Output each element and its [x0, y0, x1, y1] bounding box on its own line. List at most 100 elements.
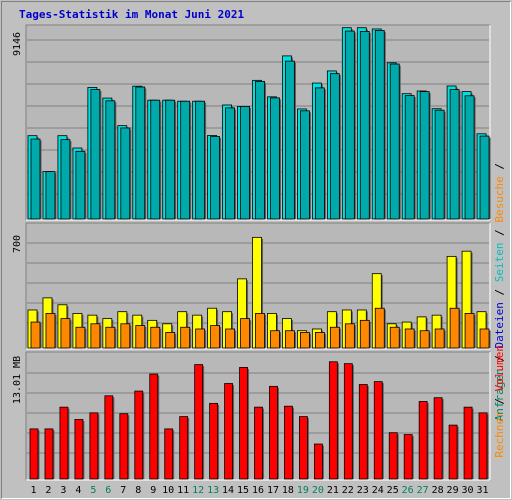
bar-dateien-day-13: [210, 136, 221, 220]
bar-dateien-day-9: [150, 99, 161, 220]
bar-besuche-day-11: [180, 326, 191, 349]
x-tick-label: 28: [432, 485, 444, 496]
bar-besuche-day-12: [195, 328, 206, 349]
bar-dateien-day-6: [105, 100, 116, 220]
bar-besuche-day-19: [300, 332, 310, 349]
x-tick-label: 6: [105, 485, 111, 496]
bar-volumen-day-13: [209, 402, 219, 480]
bar-besuche-day-14: [225, 328, 235, 349]
bar-dateien-day-21: [329, 73, 340, 220]
legend-entry: Dateien: [493, 302, 506, 348]
y-max-label: 9146: [12, 32, 23, 56]
x-tick-label: 2: [45, 485, 51, 496]
y-max-label: 700: [12, 235, 23, 253]
bar-dateien-day-14: [225, 107, 235, 220]
bar-besuche-day-28: [434, 328, 445, 349]
bar-dateien-day-16: [255, 80, 265, 220]
x-tick-label: 26: [402, 485, 414, 496]
bar-dateien-day-25: [389, 63, 400, 220]
legend-entry: /: [493, 391, 506, 411]
bar-dateien-day-12: [195, 100, 206, 220]
bar-dateien-day-27: [419, 91, 430, 220]
bar-dateien-day-15: [240, 106, 250, 220]
bar-besuche-day-4: [75, 326, 86, 349]
bar-volumen-day-17: [269, 385, 278, 480]
bar-dateien-day-3: [60, 139, 71, 220]
bar-dateien-day-11: [180, 100, 191, 220]
y-max-label: 13.01 MB: [12, 356, 23, 404]
bar-besuche-day-18: [285, 330, 295, 349]
legend-entry: /: [493, 348, 506, 368]
chart-title: Tages-Statistik im Monat Juni 2021: [19, 8, 245, 21]
bar-dateien-day-31: [479, 135, 490, 220]
bar-volumen-day-25: [388, 432, 398, 480]
legend-entry: Besuche: [493, 176, 506, 222]
bar-besuche-day-27: [419, 330, 430, 349]
bar-dateien-day-4: [75, 150, 86, 220]
bar-besuche-day-13: [210, 325, 221, 349]
bar-dateien-day-26: [404, 95, 415, 220]
x-tick-label: 1: [30, 485, 36, 496]
x-tick-label: 12: [192, 485, 204, 496]
bar-dateien-day-28: [434, 109, 445, 220]
legend-entry: Rechner: [493, 411, 506, 458]
legend-right-bottom: Rechner / Volumen: [493, 345, 506, 458]
x-tick-label: 13: [207, 485, 219, 496]
bar-besuche-day-7: [120, 323, 131, 349]
bar-volumen-day-1: [29, 428, 39, 480]
bar-besuche-day-5: [90, 323, 101, 349]
bar-volumen-day-23: [358, 384, 368, 480]
bar-volumen-day-2: [44, 428, 54, 480]
x-tick-label: 25: [387, 485, 399, 496]
x-tick-label: 27: [417, 485, 429, 496]
x-tick-label: 30: [462, 485, 474, 496]
bar-dateien-day-10: [165, 99, 176, 220]
bar-dateien-day-29: [449, 89, 460, 220]
bar-besuche-day-1: [30, 321, 41, 349]
bar-volumen-day-29: [448, 424, 458, 480]
x-tick-label: 24: [372, 485, 384, 496]
x-tick-label: 20: [312, 485, 324, 496]
bar-besuche-day-8: [135, 325, 146, 349]
bar-dateien-day-30: [464, 95, 475, 220]
bar-volumen-day-7: [119, 413, 129, 480]
bar-volumen-day-11: [179, 416, 189, 480]
bar-volumen-day-21: [328, 361, 338, 480]
legend-entry: /: [493, 163, 506, 176]
x-tick-label: 15: [237, 485, 249, 496]
x-tick-label: 10: [162, 485, 174, 496]
bar-besuche-day-30: [464, 313, 475, 349]
x-tick-label: 3: [60, 485, 66, 496]
bar-besuche-day-31: [479, 328, 490, 349]
x-tick-label: 18: [282, 485, 294, 496]
x-tick-label: 29: [447, 485, 459, 496]
bar-dateien-day-8: [135, 86, 146, 220]
legend-entry: /: [493, 223, 506, 243]
bar-volumen-day-16: [254, 406, 263, 480]
legend-entry: Anfragen: [493, 368, 506, 421]
x-tick-label: 11: [177, 485, 189, 496]
bar-volumen-day-9: [149, 373, 159, 480]
bar-volumen-day-6: [104, 395, 114, 480]
x-tick-label: 9: [150, 485, 156, 496]
bar-volumen-day-24: [373, 381, 383, 480]
bar-volumen-day-18: [284, 405, 293, 480]
bar-dateien-day-20: [314, 87, 325, 220]
bar-volumen-day-5: [89, 412, 99, 480]
x-tick-label: 4: [75, 485, 81, 496]
bar-besuche-day-3: [60, 318, 71, 349]
bar-volumen-day-22: [343, 363, 353, 480]
bar-dateien-day-5: [90, 89, 101, 220]
x-tick-label: 8: [135, 485, 141, 496]
bar-besuche-day-26: [404, 328, 415, 349]
bar-dateien-day-2: [45, 171, 56, 220]
bar-besuche-day-29: [449, 307, 460, 349]
bar-volumen-day-3: [59, 406, 69, 480]
bar-volumen-day-10: [164, 428, 174, 480]
x-tick-label: 17: [267, 485, 279, 496]
bar-besuche-day-16: [255, 313, 265, 349]
bar-volumen-day-30: [463, 406, 473, 480]
